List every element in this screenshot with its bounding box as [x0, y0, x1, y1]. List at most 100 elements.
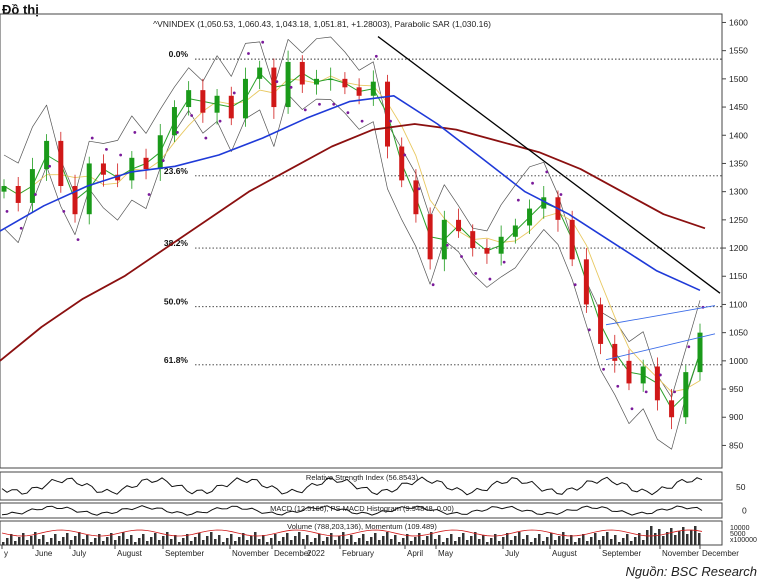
volume-bar — [282, 537, 285, 545]
sar-dot — [34, 193, 37, 196]
volume-bar — [186, 534, 189, 545]
volume-bar — [474, 532, 477, 545]
candle-body — [186, 90, 192, 108]
volume-bar — [310, 542, 313, 545]
volume-bar — [606, 532, 609, 545]
fib-level-label: 38.2% — [164, 238, 189, 248]
volume-bar — [382, 536, 385, 545]
y-tick-label: 1600 — [729, 17, 748, 27]
sar-dot — [275, 80, 279, 84]
volume-bar — [534, 538, 537, 545]
volume-bar — [462, 533, 465, 545]
fib-level-label: 23.6% — [164, 166, 189, 176]
volume-bar — [486, 542, 489, 545]
volume-bar — [230, 534, 233, 545]
sar-dot — [460, 255, 463, 258]
volume-bar — [194, 537, 197, 545]
sar-dot — [346, 111, 350, 115]
volume-bar — [306, 535, 309, 545]
volume-bar — [38, 539, 41, 545]
y-tick-label: 850 — [729, 440, 743, 450]
sar-dot — [687, 345, 691, 349]
candle-body — [257, 67, 263, 79]
sar-dot — [303, 108, 307, 112]
x-tick-label: November — [662, 549, 699, 558]
y-tick-label: 1200 — [729, 243, 748, 253]
y-tick-label: 1500 — [729, 74, 748, 84]
volume-bar — [562, 532, 565, 545]
volume-bar — [650, 526, 653, 545]
sar-dot — [190, 114, 194, 117]
volume-bar — [666, 532, 669, 545]
volume-bar — [470, 536, 473, 545]
volume-bar — [454, 541, 457, 545]
sar-dot — [374, 54, 378, 58]
volume-bar — [378, 540, 381, 545]
volume-bar — [410, 541, 413, 545]
y-tick-label: 1000 — [729, 356, 748, 366]
macd-title: MACD (12.5166), PS MACD Histogram (9.948… — [270, 504, 454, 513]
candle-body — [171, 107, 177, 136]
sar-dot — [62, 209, 66, 213]
sar-dot — [474, 272, 478, 275]
sar-dot — [545, 170, 549, 174]
x-tick-label: y — [4, 549, 8, 558]
volume-bar — [466, 540, 469, 545]
volume-bar — [394, 535, 397, 545]
volume-bar — [314, 538, 317, 545]
candle-body — [15, 186, 21, 203]
volume-bar — [294, 536, 297, 545]
candle-body — [370, 81, 376, 96]
volume-bar — [238, 537, 241, 545]
volume-bar — [506, 533, 509, 545]
rsi-title: Relative Strength Index (56.8543) — [306, 473, 419, 482]
sar-dot — [105, 147, 108, 151]
macd-line — [1, 505, 703, 516]
sar-dot — [360, 119, 364, 123]
sar-dot — [516, 198, 520, 202]
y-tick-label: 1300 — [729, 187, 748, 197]
volume-bar — [178, 542, 181, 545]
sar-dot — [403, 153, 407, 157]
volume-bar — [126, 539, 129, 545]
candle-body — [697, 332, 703, 373]
volume-bar — [690, 530, 693, 545]
volume-tick-label: 5000 — [730, 531, 746, 538]
volume-bar — [698, 533, 701, 545]
candle-body — [683, 372, 689, 418]
sar-dot — [19, 226, 23, 230]
x-tick-label: April — [407, 549, 423, 558]
source-note: Nguồn: BSC Research — [625, 564, 757, 579]
candle-body — [200, 90, 206, 113]
volume-bar — [338, 536, 341, 545]
volume-bar — [686, 534, 689, 545]
volume-bar — [334, 540, 337, 545]
x-tick-label: 2022 — [307, 549, 325, 558]
volume-bar — [210, 532, 213, 545]
sar-dot — [119, 153, 123, 157]
x-tick-label: December — [274, 549, 311, 558]
volume-bar — [102, 541, 105, 545]
volume-bar — [450, 534, 453, 545]
volume-bar — [402, 538, 405, 545]
volume-bar — [362, 534, 365, 545]
volume-bar — [414, 537, 417, 545]
sar-dot — [76, 238, 80, 241]
candle-body — [115, 174, 121, 181]
x-tick-label: November — [232, 549, 269, 558]
volume-bar — [582, 534, 585, 545]
volume-bar — [10, 534, 13, 545]
volume-bar — [366, 541, 369, 545]
sar-dot — [658, 373, 662, 377]
volume-bar — [630, 541, 633, 545]
y-tick-label: 950 — [729, 384, 743, 394]
sar-dot — [161, 159, 165, 163]
candle-body — [129, 157, 135, 181]
sar-dot — [332, 102, 336, 106]
volume-bar — [298, 532, 301, 545]
sar-dot — [431, 283, 435, 287]
volume-bar — [86, 535, 89, 545]
y-tick-label: 1050 — [729, 328, 748, 338]
volume-bar — [266, 542, 269, 545]
